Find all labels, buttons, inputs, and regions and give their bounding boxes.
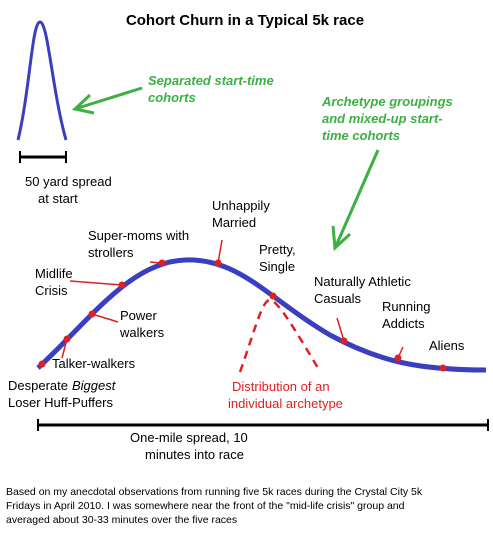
line: Loser Huff-Puffers <box>8 395 114 410</box>
start-cohorts-note: Separated start-time cohorts <box>148 73 274 105</box>
title: Cohort Churn in a Typical 5k race <box>126 12 364 29</box>
archetype-label: Midlife Crisis <box>35 266 73 298</box>
line: walkers <box>119 325 165 340</box>
archetype-dot <box>88 310 96 318</box>
archetype-distribution <box>238 298 320 373</box>
archetype-dot <box>118 281 126 289</box>
line: Super-moms with <box>88 228 189 243</box>
leader-line <box>69 280 123 286</box>
mile-spread-label: One-mile spread, 10 minutes into race <box>130 430 248 462</box>
archetype-dot <box>269 292 277 300</box>
line: individual archetype <box>228 396 343 411</box>
archetype-label: Super-moms with strollers <box>88 228 189 260</box>
archetype-dot <box>63 335 71 343</box>
line: Crisis <box>35 283 68 298</box>
line: Aliens <box>429 338 465 353</box>
line: time cohorts <box>322 128 400 143</box>
line: at start <box>38 191 78 206</box>
archetype-dot <box>38 360 46 368</box>
archetype-groups-note: Archetype groupings and mixed-up start-ti… <box>321 94 453 143</box>
line: Based on my anecdotal observations from … <box>6 486 423 498</box>
line: Archetype groupings <box>321 94 453 109</box>
line: Talker-walkers <box>52 356 136 371</box>
archetype-labels: Desperate Biggest Loser Huff-Puffers Talker… <box>8 198 465 410</box>
archetype-label: Naturally Athletic Casuals <box>314 274 411 306</box>
distribution-label: Distribution of an individual archetype <box>228 379 343 411</box>
arrow-head <box>331 225 352 252</box>
leader-line <box>217 239 223 264</box>
line: Midlife <box>35 266 73 281</box>
archetype-label: Talker-walkers <box>52 356 136 371</box>
line: Desperate <box>8 378 68 393</box>
line: Unhappily <box>212 198 270 213</box>
line: Pretty, <box>259 242 296 257</box>
line: and mixed-up start- <box>322 111 443 126</box>
archetype-dot <box>340 337 348 345</box>
arrow-head <box>71 93 95 115</box>
line: 50 yard spread <box>25 174 112 189</box>
footnote: Based on my anecdotal observations from … <box>6 486 423 526</box>
archetype-dot <box>214 259 222 267</box>
line: Fridays in April 2010. I was somewhere n… <box>6 500 405 512</box>
line: minutes into race <box>145 447 244 462</box>
line: strollers <box>88 245 134 260</box>
leader-line <box>91 313 119 323</box>
archetype-label: Running Addicts <box>382 299 430 331</box>
line: Power <box>120 308 158 323</box>
archetype-dot <box>394 354 402 362</box>
archetype-label: Aliens <box>429 338 465 353</box>
archetype-dot <box>158 259 166 267</box>
archetype-dot <box>439 364 447 372</box>
line: Distribution of an <box>232 379 330 394</box>
arrow <box>334 149 380 247</box>
emphasis: Biggest <box>72 378 117 393</box>
archetype-label: Desperate Biggest Loser Huff-Puffers <box>8 378 117 410</box>
line: Naturally Athletic <box>314 274 411 289</box>
start-spike <box>16 20 68 141</box>
line: Addicts <box>382 316 425 331</box>
line: One-mile spread, 10 <box>130 430 248 445</box>
line: averaged about 30-33 minutes over the fi… <box>6 514 237 526</box>
line: Running <box>382 299 430 314</box>
distribution-curve <box>36 257 487 373</box>
line: Single <box>259 259 295 274</box>
archetype-label: Power walkers <box>119 308 165 340</box>
start-spread-label: 50 yard spread at start <box>25 174 112 206</box>
line: Married <box>212 215 256 230</box>
line: cohorts <box>148 90 196 105</box>
line: Casuals <box>314 291 361 306</box>
leader-line <box>336 317 345 342</box>
archetype-label: Unhappily Married <box>212 198 270 230</box>
line: Separated start-time <box>148 73 274 88</box>
archetype-label: Pretty, Single <box>259 242 296 274</box>
arrow <box>77 86 143 110</box>
